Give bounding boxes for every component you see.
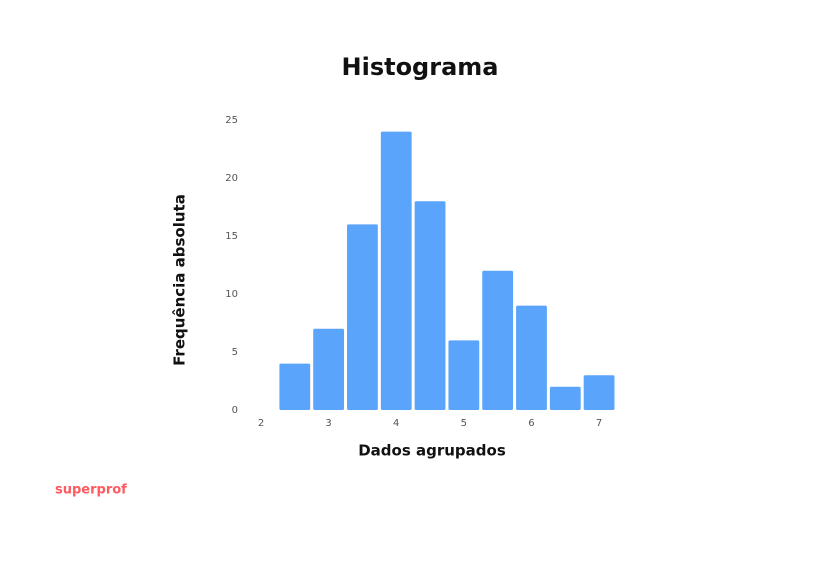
x-tick-label: 4 [393,418,399,429]
y-tick-label: 0 [232,405,238,416]
y-tick-label: 15 [225,231,238,242]
bar [583,375,615,410]
bar [414,201,446,410]
brand-logo: superprof [55,483,127,498]
bar [516,305,547,410]
x-tick-label: 2 [258,418,264,429]
bar [313,328,345,410]
y-tick-label: 20 [225,173,238,184]
bar [380,131,412,410]
y-tick-label: 10 [225,289,238,300]
chart-title: Histograma [342,53,499,81]
x-axis-label: Dados agrupados [358,442,506,460]
x-tick-label: 6 [528,418,534,429]
x-tick-label: 7 [596,418,602,429]
bar [279,363,311,410]
bar [347,224,378,410]
bar [549,386,581,410]
y-tick-label: 5 [232,347,238,358]
x-tick-label: 3 [325,418,331,429]
bar [482,270,514,410]
x-tick-label: 5 [461,418,467,429]
bar [448,340,480,410]
y-tick-label: 25 [225,115,238,126]
y-axis-label: Frequência absoluta [171,194,189,366]
